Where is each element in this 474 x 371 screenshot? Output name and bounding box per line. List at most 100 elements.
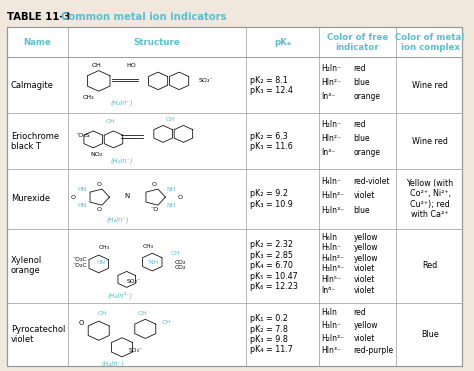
Text: NH: NH bbox=[166, 187, 176, 191]
Text: violet: violet bbox=[354, 191, 375, 200]
Text: HIn²⁻: HIn²⁻ bbox=[321, 134, 341, 143]
Text: OH: OH bbox=[171, 251, 181, 256]
Text: Xylenol
orange: Xylenol orange bbox=[11, 256, 42, 276]
Text: Murexide: Murexide bbox=[11, 194, 50, 203]
Text: HN⁺: HN⁺ bbox=[96, 260, 109, 265]
Text: CO₂: CO₂ bbox=[174, 265, 186, 270]
Text: H₂In⁻: H₂In⁻ bbox=[321, 64, 341, 73]
Text: Yellow (with
Co²⁺, Ni²⁺,
Cu²⁺); red
with Ca²⁺: Yellow (with Co²⁺, Ni²⁺, Cu²⁺); red with… bbox=[407, 179, 454, 219]
Text: ⁻O₂C: ⁻O₂C bbox=[73, 263, 88, 268]
Text: O: O bbox=[71, 195, 75, 200]
Text: H₆In: H₆In bbox=[321, 233, 337, 242]
Text: (H₂In⁻): (H₂In⁻) bbox=[111, 99, 133, 106]
Text: O: O bbox=[96, 207, 101, 212]
Text: Name: Name bbox=[24, 38, 51, 47]
Text: In⁶⁻: In⁶⁻ bbox=[321, 286, 335, 295]
Text: pK₁ = 0.2
pK₂ = 7.8
pK₃ = 9.8
pK₄ = 11.7: pK₁ = 0.2 pK₂ = 7.8 pK₃ = 9.8 pK₄ = 11.7 bbox=[249, 314, 292, 354]
Text: OH: OH bbox=[166, 117, 176, 122]
Text: NH: NH bbox=[166, 203, 176, 208]
Text: H₃In³⁻: H₃In³⁻ bbox=[321, 265, 344, 273]
Text: Color of metal
ion complex: Color of metal ion complex bbox=[395, 33, 465, 52]
Text: red-violet: red-violet bbox=[354, 177, 390, 186]
Text: H₃In⁻: H₃In⁻ bbox=[321, 321, 341, 330]
Text: OH: OH bbox=[106, 119, 115, 124]
Text: HN: HN bbox=[78, 187, 87, 191]
Text: ⁻O₂C: ⁻O₂C bbox=[73, 257, 88, 262]
Text: H₄In⁻: H₄In⁻ bbox=[321, 177, 341, 186]
Text: red: red bbox=[354, 64, 366, 73]
Text: red: red bbox=[354, 308, 366, 318]
Text: H₂In⁻: H₂In⁻ bbox=[321, 120, 341, 129]
Text: SO₃⁻: SO₃⁻ bbox=[127, 279, 141, 284]
Text: blue: blue bbox=[354, 134, 370, 143]
Text: OH: OH bbox=[162, 320, 172, 325]
Text: orange: orange bbox=[354, 148, 381, 157]
Text: Color of free
indicator: Color of free indicator bbox=[327, 33, 388, 52]
Text: Common metal ion indicators: Common metal ion indicators bbox=[61, 13, 226, 22]
Text: blue: blue bbox=[354, 78, 370, 87]
Text: NO₂: NO₂ bbox=[90, 152, 102, 157]
Text: N: N bbox=[124, 193, 129, 199]
Text: Blue: Blue bbox=[421, 330, 439, 339]
Text: violet: violet bbox=[354, 286, 375, 295]
Text: H₅In⁻: H₅In⁻ bbox=[321, 243, 341, 252]
Text: CH₃: CH₃ bbox=[99, 245, 110, 250]
Text: SO₃⁻: SO₃⁻ bbox=[129, 348, 143, 354]
Text: H₄In: H₄In bbox=[321, 308, 337, 318]
Text: H₂In²⁻: H₂In²⁻ bbox=[321, 334, 344, 343]
Text: TABLE 11-3: TABLE 11-3 bbox=[7, 13, 70, 22]
Text: Wine red: Wine red bbox=[412, 81, 448, 90]
Text: red: red bbox=[354, 120, 366, 129]
Text: pK₂ = 2.32
pK₃ = 2.85
pK₄ = 6.70
pK₅ = 10.47
pK₆ = 12.23: pK₂ = 2.32 pK₃ = 2.85 pK₄ = 6.70 pK₅ = 1… bbox=[249, 240, 297, 291]
Text: OH: OH bbox=[98, 311, 107, 316]
Text: violet: violet bbox=[354, 334, 375, 343]
Text: yellow: yellow bbox=[354, 254, 378, 263]
Text: O: O bbox=[178, 195, 183, 200]
Text: violet: violet bbox=[354, 275, 375, 284]
Text: H₃In²⁻: H₃In²⁻ bbox=[321, 191, 344, 200]
Text: yellow: yellow bbox=[354, 321, 378, 330]
Text: Eriochrome
black T: Eriochrome black T bbox=[11, 132, 59, 151]
Text: (H₄In⁻): (H₄In⁻) bbox=[101, 361, 124, 367]
Text: Calmagite: Calmagite bbox=[11, 81, 54, 90]
Text: SO₃⁻: SO₃⁻ bbox=[199, 78, 213, 83]
Text: Wine red: Wine red bbox=[412, 137, 448, 146]
Text: orange: orange bbox=[354, 92, 381, 101]
FancyBboxPatch shape bbox=[7, 27, 462, 366]
Text: violet: violet bbox=[354, 265, 375, 273]
Text: ⁺NH: ⁺NH bbox=[146, 260, 158, 265]
Text: red-purple: red-purple bbox=[354, 346, 394, 355]
Text: HIn⁵⁻: HIn⁵⁻ bbox=[321, 275, 341, 284]
Text: pK₂ = 8.1
pK₃ = 12.4: pK₂ = 8.1 pK₃ = 12.4 bbox=[249, 76, 292, 95]
Text: pK₂ = 6.3
pK₃ = 11.6: pK₂ = 6.3 pK₃ = 11.6 bbox=[249, 132, 292, 151]
Text: OH: OH bbox=[138, 311, 148, 316]
Text: HIn³⁻: HIn³⁻ bbox=[321, 346, 341, 355]
Text: (H₄In⁻): (H₄In⁻) bbox=[106, 216, 128, 223]
Text: HIn²⁻: HIn²⁻ bbox=[321, 78, 341, 87]
Text: ⁻O: ⁻O bbox=[151, 207, 159, 212]
Text: CH₃: CH₃ bbox=[82, 95, 94, 99]
Text: Pyrocatechol
violet: Pyrocatechol violet bbox=[11, 325, 65, 344]
Text: CH₃: CH₃ bbox=[142, 244, 153, 249]
Text: O: O bbox=[96, 182, 101, 187]
Text: pK₂ = 9.2
pK₃ = 10.9: pK₂ = 9.2 pK₃ = 10.9 bbox=[249, 189, 292, 209]
Text: H₄In²⁻: H₄In²⁻ bbox=[321, 254, 344, 263]
Text: CO₂: CO₂ bbox=[174, 260, 186, 265]
Text: pKₐ: pKₐ bbox=[274, 38, 291, 47]
Text: O: O bbox=[78, 320, 84, 326]
Text: yellow: yellow bbox=[354, 233, 378, 242]
Text: ⁻O₃S: ⁻O₃S bbox=[75, 133, 90, 138]
Text: O: O bbox=[152, 182, 157, 187]
Text: (H₄In³⁻): (H₄In³⁻) bbox=[107, 292, 132, 299]
Text: In³⁻: In³⁻ bbox=[321, 92, 335, 101]
Text: yellow: yellow bbox=[354, 243, 378, 252]
Text: HN: HN bbox=[78, 203, 87, 208]
Text: HO: HO bbox=[127, 63, 136, 68]
Text: (H₂In⁻): (H₂In⁻) bbox=[111, 158, 133, 164]
Text: Structure: Structure bbox=[134, 38, 181, 47]
Text: Red: Red bbox=[422, 261, 438, 270]
Text: OH: OH bbox=[92, 63, 102, 68]
Text: blue: blue bbox=[354, 206, 370, 215]
Text: H₂In³⁻: H₂In³⁻ bbox=[321, 206, 344, 215]
Text: In³⁻: In³⁻ bbox=[321, 148, 335, 157]
